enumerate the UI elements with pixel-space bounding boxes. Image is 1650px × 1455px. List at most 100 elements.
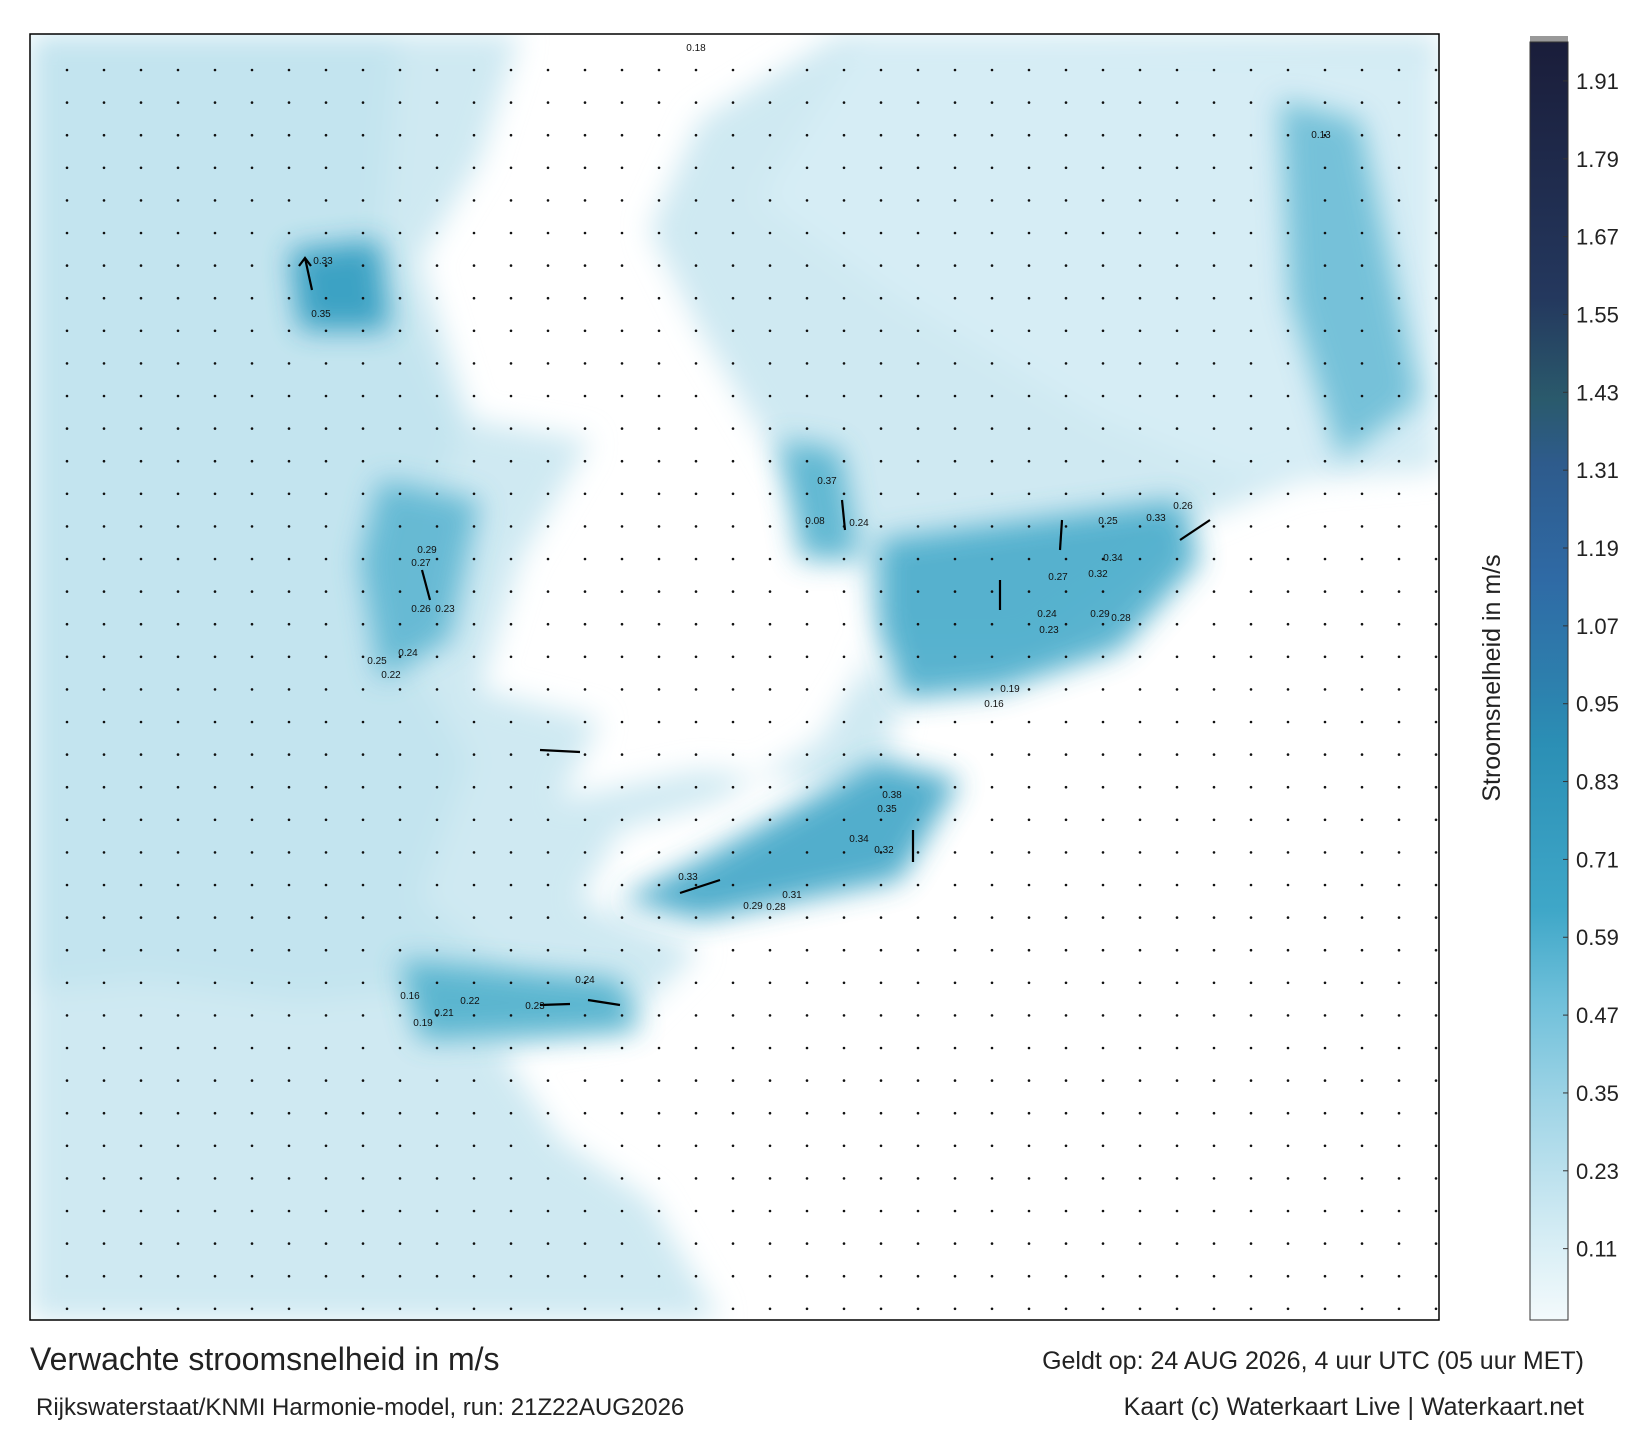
grid-dot xyxy=(1027,394,1031,398)
grid-dot xyxy=(583,688,587,691)
grid-dot xyxy=(250,1079,254,1082)
current-label: 0.34 xyxy=(849,834,869,845)
grid-dot xyxy=(546,199,550,202)
grid-dot xyxy=(324,688,328,691)
grid-dot xyxy=(583,394,587,398)
grid-dot xyxy=(657,166,661,170)
grid-dot xyxy=(1397,1079,1401,1082)
grid-dot xyxy=(361,166,365,170)
grid-dot xyxy=(1323,264,1327,267)
grid-dot xyxy=(1286,525,1290,528)
grid-dot xyxy=(1397,1307,1401,1311)
grid-dot xyxy=(768,1177,772,1180)
grid-dot xyxy=(324,1307,328,1311)
grid-dot xyxy=(1138,557,1142,561)
grid-dot xyxy=(805,720,809,724)
grid-dot xyxy=(1360,1209,1364,1213)
grid-dot xyxy=(250,199,254,202)
grid-dot xyxy=(102,1177,106,1180)
grid-dot xyxy=(324,1177,328,1180)
grid-dot xyxy=(879,231,883,235)
grid-dot xyxy=(879,329,883,333)
grid-dot xyxy=(1101,753,1105,756)
grid-dot xyxy=(139,68,143,72)
grid-dot xyxy=(842,1274,846,1278)
grid-dot xyxy=(620,231,624,235)
grid-dot xyxy=(657,688,661,691)
grid-dot xyxy=(398,981,402,985)
grid-dot xyxy=(657,916,661,919)
grid-dot xyxy=(435,883,439,887)
grid-dot xyxy=(620,1111,624,1115)
grid-dot xyxy=(1027,948,1031,952)
grid-dot xyxy=(472,427,476,430)
grid-dot xyxy=(176,753,180,756)
grid-dot xyxy=(1360,688,1364,691)
grid-dot xyxy=(620,785,624,789)
grid-dot xyxy=(620,133,624,137)
grid-dot xyxy=(916,68,920,72)
grid-dot xyxy=(1323,590,1327,593)
grid-dot xyxy=(546,101,550,104)
grid-dot xyxy=(1323,1079,1327,1082)
grid-dot xyxy=(1286,199,1290,202)
grid-dot xyxy=(435,785,439,789)
colorbar-tick-label: 1.43 xyxy=(1576,380,1619,405)
grid-dot xyxy=(1397,231,1401,235)
grid-dot xyxy=(361,199,365,202)
grid-dot xyxy=(805,622,809,626)
grid-dot xyxy=(176,1307,180,1311)
grid-dot xyxy=(139,688,143,691)
grid-dot xyxy=(879,1242,883,1245)
grid-dot xyxy=(546,655,550,659)
grid-dot xyxy=(1175,1242,1179,1245)
grid-dot xyxy=(213,1242,217,1245)
grid-dot xyxy=(472,590,476,593)
grid-dot xyxy=(398,655,402,659)
grid-dot xyxy=(1138,720,1142,724)
grid-dot xyxy=(435,1111,439,1115)
grid-dot xyxy=(1175,1274,1179,1278)
grid-dot xyxy=(805,557,809,561)
grid-dot xyxy=(916,688,920,691)
grid-dot xyxy=(1360,362,1364,365)
grid-dot xyxy=(398,688,402,691)
grid-dot xyxy=(1175,68,1179,72)
grid-dot xyxy=(102,1242,106,1245)
current-label: 0.31 xyxy=(782,890,802,901)
grid-dot xyxy=(176,101,180,104)
grid-dot xyxy=(1323,655,1327,659)
grid-dot xyxy=(953,720,957,724)
grid-dot xyxy=(990,459,994,463)
grid-dot xyxy=(1064,948,1068,952)
grid-dot xyxy=(953,1111,957,1115)
grid-dot xyxy=(1138,264,1142,267)
grid-dot xyxy=(694,1014,698,1017)
grid-dot xyxy=(1286,362,1290,365)
grid-dot xyxy=(583,720,587,724)
grid-dot xyxy=(1249,296,1253,300)
grid-dot xyxy=(509,1079,513,1082)
grid-dot xyxy=(250,166,254,170)
grid-dot xyxy=(916,1144,920,1148)
grid-dot xyxy=(1286,557,1290,561)
grid-dot xyxy=(176,427,180,430)
current-arrows xyxy=(298,256,1211,1007)
grid-dot xyxy=(842,720,846,724)
grid-dot xyxy=(1397,883,1401,887)
grid-dot xyxy=(102,1144,106,1148)
grid-dot xyxy=(879,1274,883,1278)
grid-dot xyxy=(361,427,365,430)
colorbar-tick-label: 1.91 xyxy=(1576,69,1619,94)
grid-dot xyxy=(1286,1014,1290,1017)
grid-dot xyxy=(213,818,217,822)
grid-dot xyxy=(1212,1144,1216,1148)
grid-dot xyxy=(250,1046,254,1050)
grid-dot xyxy=(213,1209,217,1213)
grid-dot xyxy=(139,916,143,919)
grid-dot xyxy=(1027,622,1031,626)
grid-dot xyxy=(546,525,550,528)
grid-dot xyxy=(1175,329,1179,333)
grid-dot xyxy=(990,492,994,496)
grid-dot xyxy=(139,492,143,496)
